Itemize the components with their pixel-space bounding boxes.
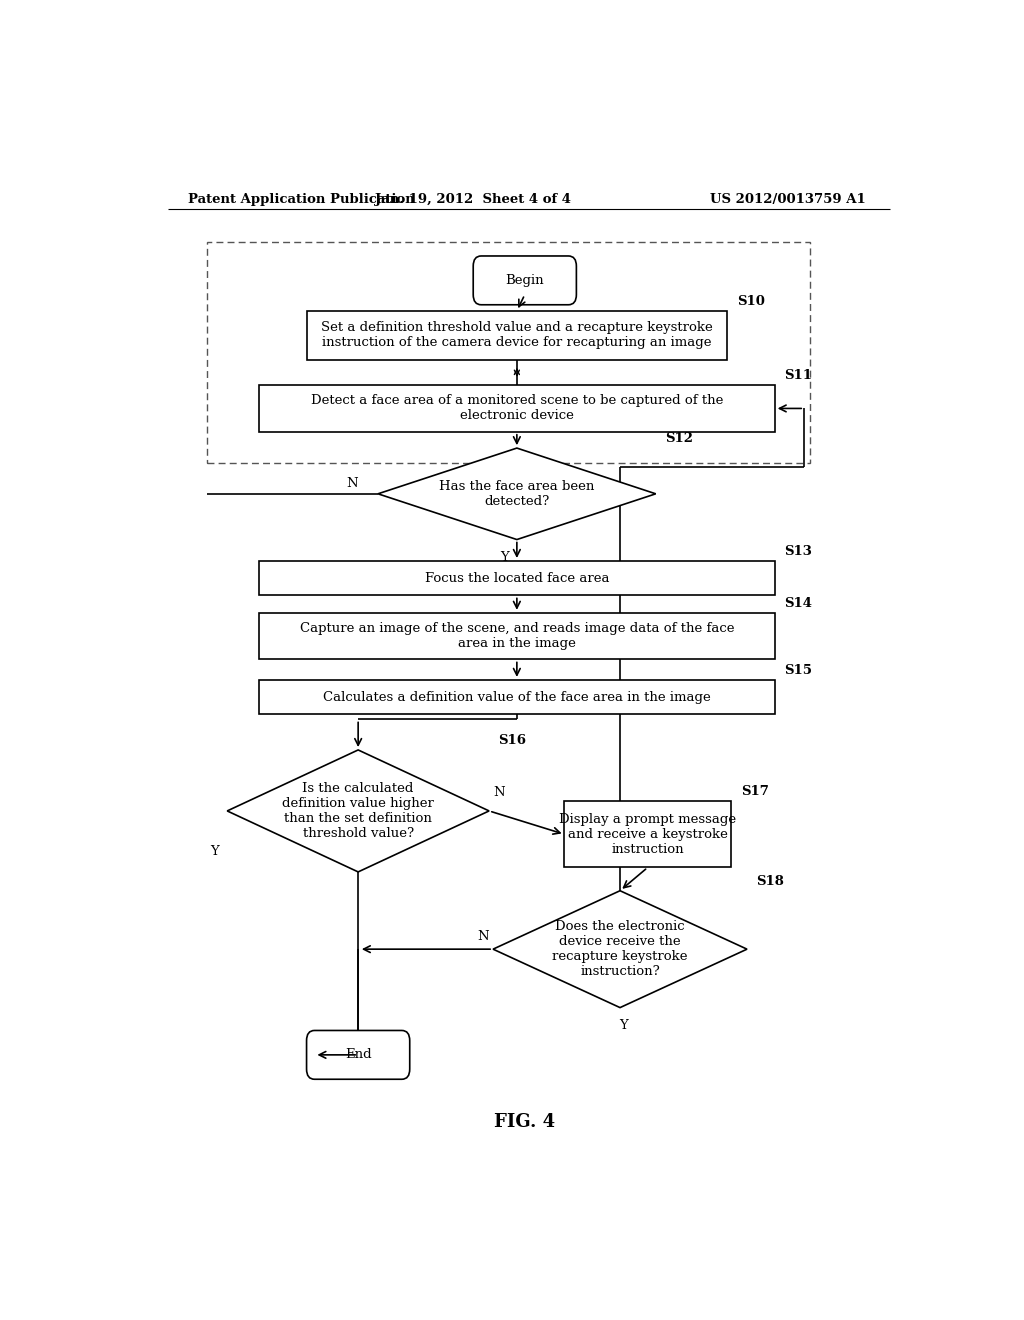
Text: Detect a face area of a monitored scene to be captured of the
electronic device: Detect a face area of a monitored scene …: [310, 395, 723, 422]
Bar: [259, 680, 775, 714]
Text: N: N: [494, 787, 505, 799]
Text: S12: S12: [666, 432, 693, 445]
Text: S14: S14: [784, 597, 812, 610]
Text: Y: Y: [620, 1019, 629, 1032]
Text: Y: Y: [211, 845, 219, 858]
Polygon shape: [227, 750, 489, 873]
Text: Has the face area been
detected?: Has the face area been detected?: [439, 479, 595, 508]
Text: FIG. 4: FIG. 4: [495, 1113, 555, 1131]
Text: S15: S15: [784, 664, 812, 677]
Text: S10: S10: [736, 294, 765, 308]
Text: N: N: [477, 931, 489, 944]
Text: Begin: Begin: [506, 273, 544, 286]
Bar: [259, 385, 775, 432]
Text: S18: S18: [757, 875, 784, 887]
Bar: [306, 312, 727, 359]
FancyBboxPatch shape: [306, 1031, 410, 1080]
Text: Jan. 19, 2012  Sheet 4 of 4: Jan. 19, 2012 Sheet 4 of 4: [375, 193, 571, 206]
Text: Calculates a definition value of the face area in the image: Calculates a definition value of the fac…: [323, 690, 711, 704]
Text: Y: Y: [501, 552, 509, 565]
Text: Focus the located face area: Focus the located face area: [425, 572, 609, 585]
Text: US 2012/0013759 A1: US 2012/0013759 A1: [711, 193, 866, 206]
Text: Set a definition threshold value and a recapture keystroke
instruction of the ca: Set a definition threshold value and a r…: [321, 321, 713, 350]
FancyBboxPatch shape: [473, 256, 577, 305]
Text: N: N: [346, 477, 358, 490]
Text: Display a prompt message
and receive a keystroke
instruction: Display a prompt message and receive a k…: [559, 813, 736, 855]
Text: S16: S16: [499, 734, 526, 747]
Text: Capture an image of the scene, and reads image data of the face
area in the imag: Capture an image of the scene, and reads…: [300, 622, 734, 651]
Bar: [259, 612, 775, 660]
Text: End: End: [345, 1048, 372, 1061]
Text: S11: S11: [784, 370, 812, 381]
Polygon shape: [494, 891, 748, 1007]
Bar: [259, 561, 775, 595]
Text: Patent Application Publication: Patent Application Publication: [187, 193, 415, 206]
Text: Is the calculated
definition value higher
than the set definition
threshold valu: Is the calculated definition value highe…: [283, 781, 434, 840]
Bar: [564, 801, 731, 867]
Text: S17: S17: [740, 785, 769, 799]
Text: S13: S13: [784, 545, 812, 558]
Bar: [207, 242, 811, 463]
Text: Does the electronic
device receive the
recapture keystroke
instruction?: Does the electronic device receive the r…: [552, 920, 688, 978]
Polygon shape: [378, 447, 655, 540]
